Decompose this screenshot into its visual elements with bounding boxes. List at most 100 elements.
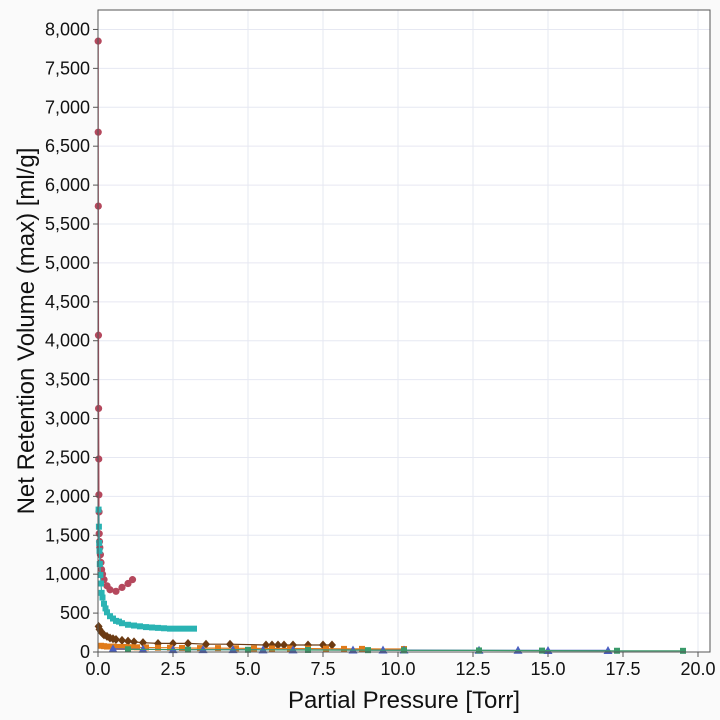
data-point bbox=[95, 404, 103, 413]
data-point bbox=[124, 636, 132, 646]
data-point bbox=[125, 646, 131, 653]
data-point bbox=[185, 646, 191, 653]
data-point bbox=[108, 644, 118, 653]
y-tick-label: 500 bbox=[60, 603, 90, 623]
data-point bbox=[173, 625, 179, 632]
series-4 bbox=[98, 642, 407, 653]
series-line bbox=[127, 648, 683, 652]
data-point bbox=[401, 647, 407, 654]
data-point bbox=[118, 635, 126, 645]
y-tick-label: 8,000 bbox=[45, 19, 90, 39]
data-point bbox=[274, 640, 282, 650]
data-point bbox=[226, 639, 234, 649]
data-point bbox=[134, 644, 140, 651]
data-point bbox=[323, 645, 329, 652]
data-point bbox=[202, 639, 210, 649]
y-tick-label: 4,500 bbox=[45, 292, 90, 312]
data-point bbox=[215, 645, 221, 652]
y-tick-label: 6,500 bbox=[45, 136, 90, 156]
data-point bbox=[138, 644, 148, 653]
data-point bbox=[287, 645, 293, 652]
data-point bbox=[233, 645, 239, 652]
x-axis-title: Partial Pressure [Torr] bbox=[288, 687, 520, 714]
data-point bbox=[341, 645, 347, 652]
y-tick-label: 1,500 bbox=[45, 525, 90, 545]
data-point bbox=[119, 620, 125, 627]
data-point bbox=[197, 645, 203, 652]
series-3 bbox=[94, 621, 336, 650]
y-tick-label: 3,000 bbox=[45, 409, 90, 429]
data-point bbox=[125, 621, 131, 628]
data-point bbox=[161, 625, 167, 632]
x-tick-label: 12.5 bbox=[455, 659, 490, 679]
data-point bbox=[288, 645, 298, 654]
y-tick-label: 2,500 bbox=[45, 447, 90, 467]
y-tick-label: 3,500 bbox=[45, 370, 90, 390]
y-tick-label: 5,000 bbox=[45, 253, 90, 273]
data-point bbox=[269, 645, 275, 652]
data-point bbox=[137, 623, 143, 630]
x-tick-label: 2.5 bbox=[160, 659, 185, 679]
x-tick-label: 15.0 bbox=[530, 659, 565, 679]
data-point bbox=[167, 644, 173, 651]
data-point bbox=[167, 625, 173, 632]
data-point bbox=[614, 647, 620, 654]
y-tick-label: 6,000 bbox=[45, 175, 90, 195]
data-point bbox=[143, 644, 149, 651]
data-point bbox=[96, 540, 103, 547]
data-point bbox=[95, 506, 102, 513]
data-point bbox=[245, 646, 251, 653]
data-point bbox=[102, 605, 109, 612]
data-point bbox=[280, 640, 288, 650]
y-tick-label: 4,000 bbox=[45, 331, 90, 351]
data-point bbox=[191, 625, 197, 632]
data-point bbox=[104, 643, 110, 650]
plot-area bbox=[98, 10, 710, 652]
data-point bbox=[184, 638, 192, 648]
data-point bbox=[96, 547, 103, 554]
data-point bbox=[95, 523, 102, 530]
data-point bbox=[680, 647, 686, 654]
y-tick-label: 7,500 bbox=[45, 58, 90, 78]
data-point bbox=[228, 645, 238, 654]
plot-frame bbox=[97, 9, 711, 653]
x-tick-label: 5.0 bbox=[235, 659, 260, 679]
data-point bbox=[155, 644, 161, 651]
data-point bbox=[112, 587, 120, 595]
data-point bbox=[365, 647, 371, 654]
y-axis-title: Net Retention Volume (max) [ml/g] bbox=[13, 148, 40, 515]
data-point bbox=[116, 643, 122, 650]
data-point bbox=[106, 586, 114, 594]
x-tick-label: 10.0 bbox=[380, 659, 415, 679]
data-point bbox=[131, 622, 137, 629]
data-point bbox=[97, 571, 104, 578]
y-tick-label: 7,000 bbox=[45, 97, 90, 117]
data-point bbox=[155, 624, 161, 631]
data-point bbox=[101, 600, 107, 607]
x-tick-label: 7.5 bbox=[310, 659, 335, 679]
x-tick-label: 0.0 bbox=[85, 659, 110, 679]
data-point bbox=[179, 625, 185, 632]
data-point bbox=[99, 594, 106, 601]
y-axis: 0 500 1,000 1,500 2,000 2,500 3,000 3,500 4,000 4… bbox=[45, 19, 98, 662]
data-point bbox=[328, 640, 336, 650]
data-point bbox=[305, 646, 311, 653]
data-point bbox=[476, 647, 482, 654]
data-point bbox=[98, 580, 104, 587]
data-point bbox=[143, 624, 149, 631]
x-axis: 0.0 2.5 5.0 7.5 10.0 12.5 15.0 17.5 20.0 bbox=[85, 652, 716, 679]
y-tick-label: 5,500 bbox=[45, 214, 90, 234]
data-point bbox=[128, 576, 137, 584]
data-point bbox=[96, 561, 103, 568]
y-tick-label: 1,000 bbox=[45, 564, 90, 584]
data-point bbox=[95, 455, 103, 463]
series-2 bbox=[95, 506, 197, 632]
series-6 bbox=[125, 646, 686, 654]
x-tick-label: 17.5 bbox=[605, 659, 640, 679]
data-point bbox=[149, 624, 155, 631]
y-tick-label: 0 bbox=[80, 642, 90, 662]
data-point bbox=[359, 645, 365, 652]
data-point bbox=[95, 491, 103, 499]
y-tick-label: 2,000 bbox=[45, 486, 90, 506]
